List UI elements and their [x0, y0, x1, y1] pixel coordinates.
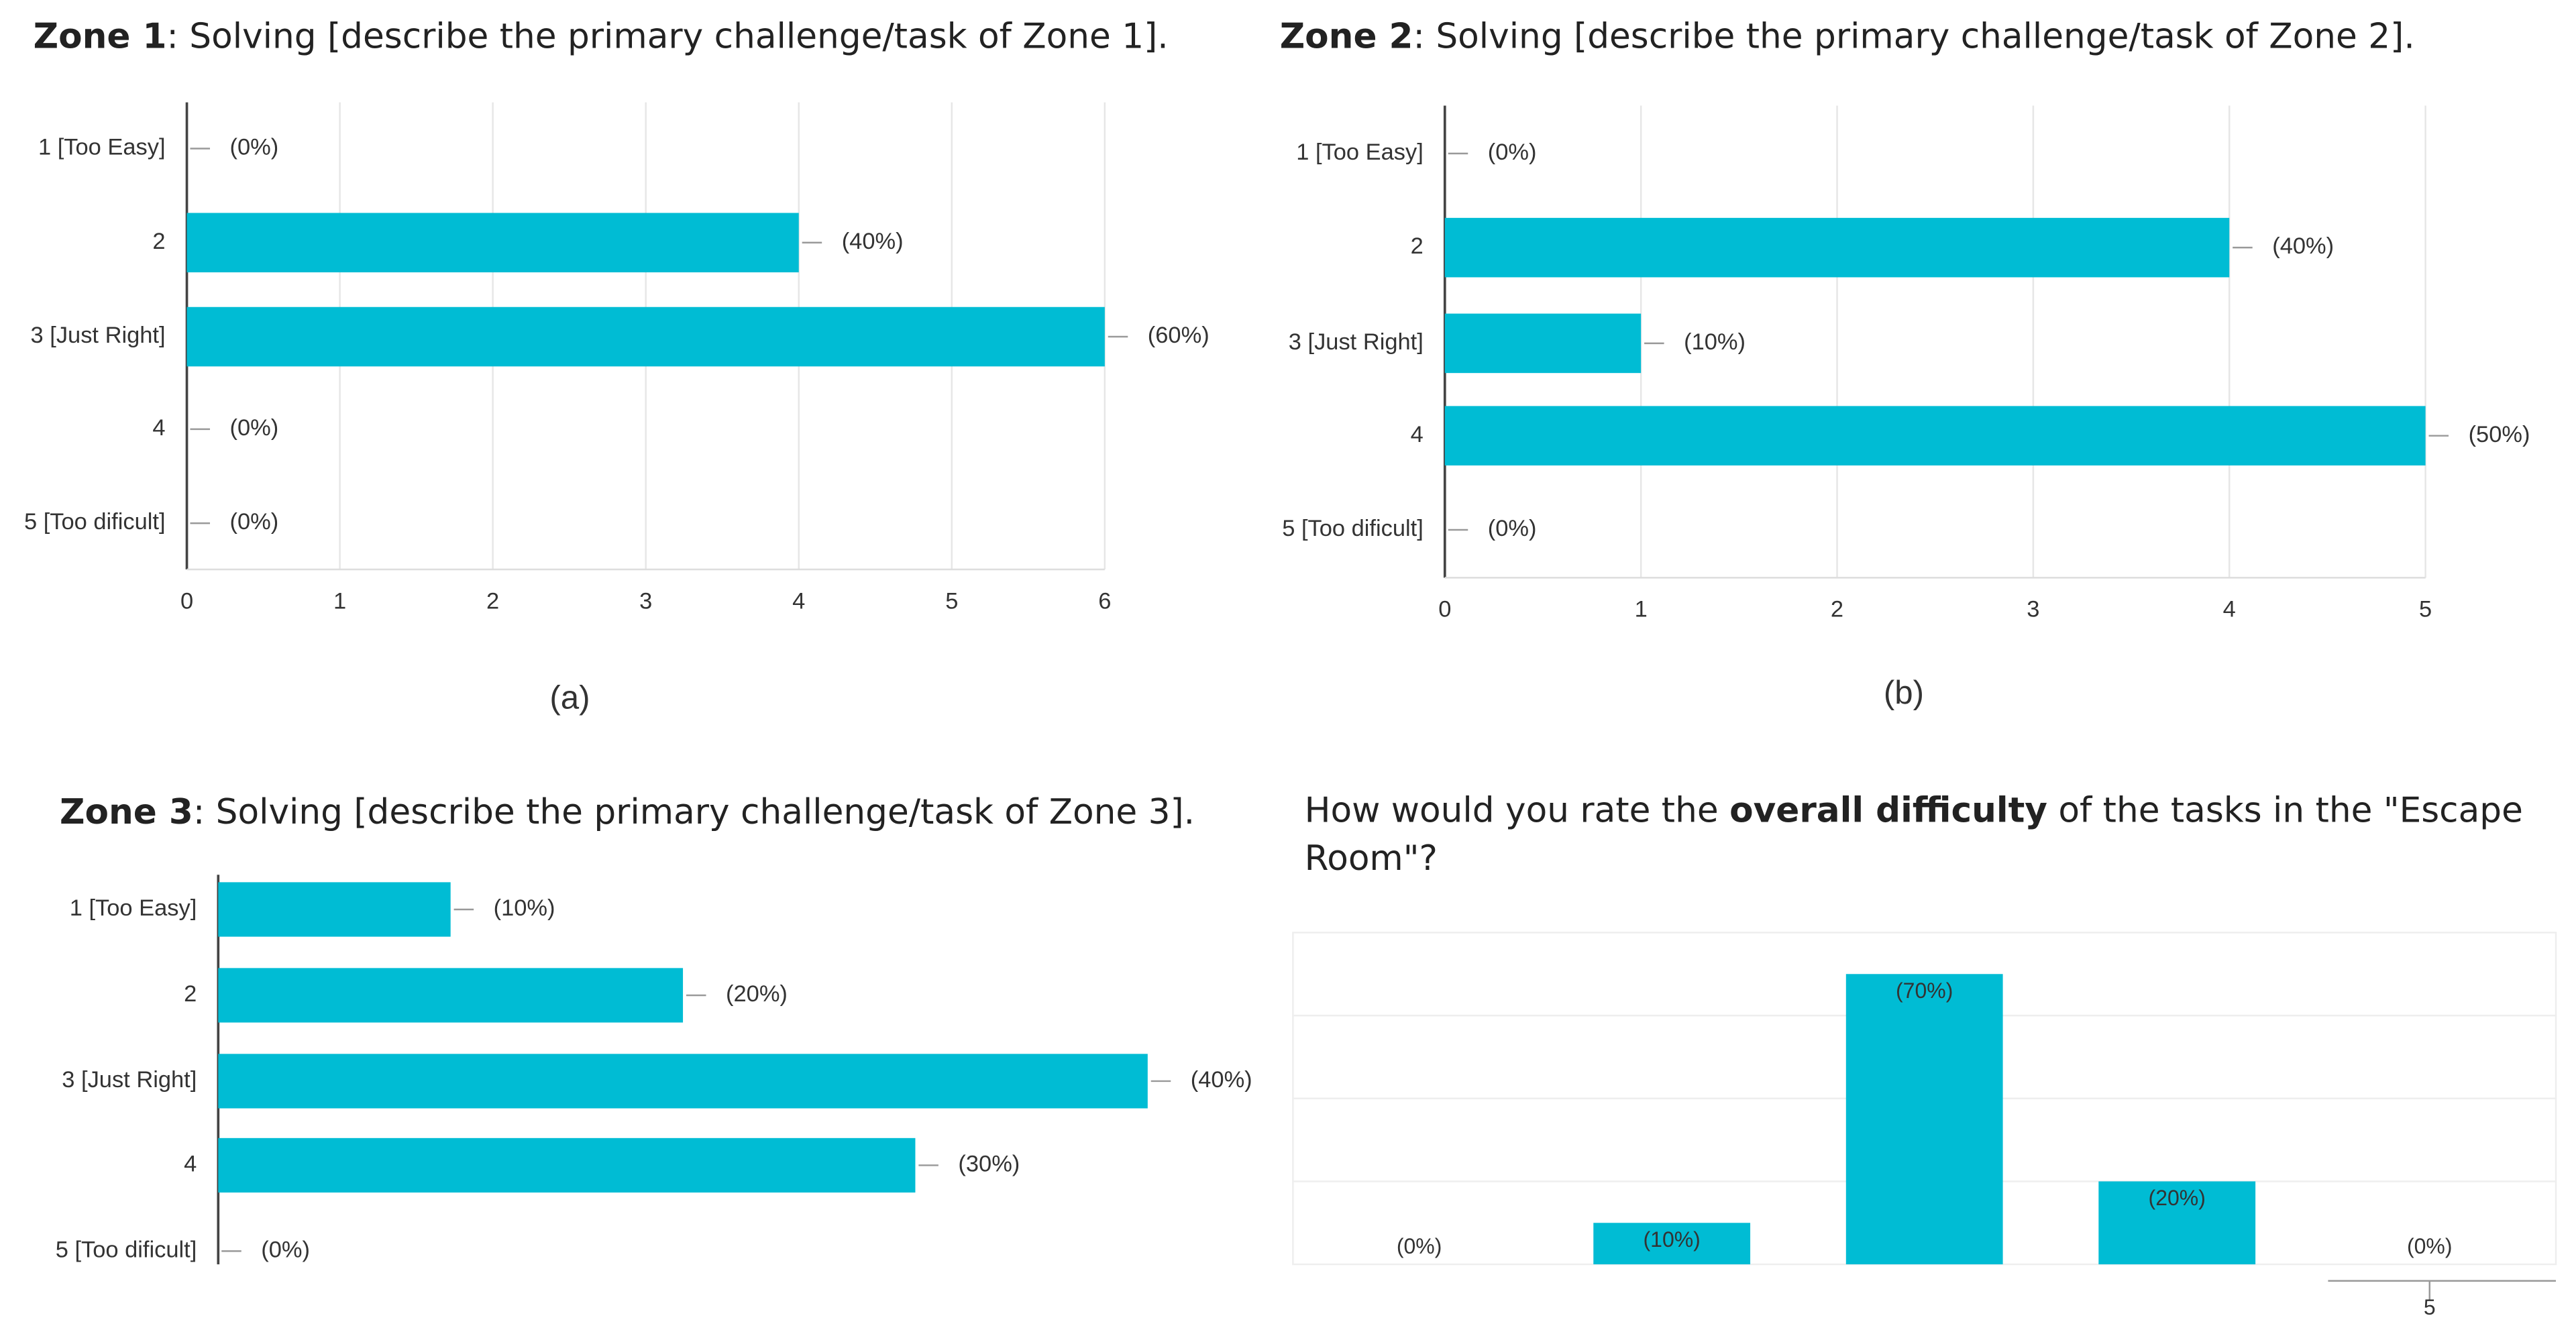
value-label: (20%): [2149, 1186, 2206, 1210]
x-tick-label: 0: [1438, 597, 1451, 622]
y-tick-label: 3 [Just Right]: [62, 1067, 197, 1093]
y-tick-label: 2: [184, 981, 197, 1007]
chart-title: Zone 2: Solving [describe the primary ch…: [1280, 13, 2534, 61]
title-part: overall difficulty: [1729, 790, 2048, 830]
x-tick-label: 5: [2419, 597, 2432, 622]
title-part: of the tasks in the "Escape Room"?: [1304, 790, 2523, 879]
y-tick-label: 2: [152, 229, 165, 254]
x-tick-label: 1: [1635, 597, 1648, 622]
value-label: (70%): [1896, 979, 1953, 1003]
x-tick-label: 6: [1098, 588, 1111, 614]
value-label: (0%): [1488, 516, 1537, 541]
bar: [186, 213, 799, 273]
title-box: How would you rate the overall difficult…: [1305, 787, 2543, 883]
bar: [218, 968, 684, 1023]
x-tick-label: 3: [2027, 597, 2039, 622]
y-tick-label: 1 [Too Easy]: [38, 135, 166, 160]
x-tick-label: 1: [333, 588, 346, 614]
title-part: Zone 3: [60, 792, 193, 832]
y-tick-label: 1 [Too Easy]: [1296, 140, 1424, 165]
title-part: Zone 1: [33, 16, 167, 56]
value-label: (10%): [1644, 1227, 1701, 1252]
title-box: Zone 3: Solving [describe the primary ch…: [60, 789, 1281, 836]
y-tick-label: 3 [Just Right]: [1289, 329, 1424, 355]
x-tick-label: 2: [486, 588, 499, 614]
bar: [2098, 1181, 2256, 1265]
chart-title: Zone 3: Solving [describe the primary ch…: [60, 789, 1281, 836]
y-tick-label: 4: [184, 1152, 197, 1177]
bar: [218, 1054, 1148, 1109]
value-label: (40%): [842, 229, 904, 254]
y-tick-label: 5 [Too dificult]: [56, 1237, 197, 1263]
y-tick-label: 5 [Too dificult]: [1282, 516, 1424, 541]
x-tick-label: 3: [639, 588, 652, 614]
value-label: (50%): [2469, 422, 2530, 447]
x-tick-label: 0: [180, 588, 193, 614]
bar: [1593, 1223, 1751, 1265]
x-tick-label: 2: [1831, 597, 1843, 622]
value-label: (0%): [230, 135, 279, 160]
bar: [186, 307, 1105, 367]
y-tick-label: 4: [152, 415, 165, 441]
value-label: (10%): [494, 895, 555, 921]
bar: [1845, 974, 2003, 1265]
plot: 1 [Too Easy] (10%) 2 (20%) 3 [Just Right] (40…: [56, 875, 1252, 1265]
value-label: (0%): [2407, 1234, 2453, 1258]
caption: (b): [1884, 674, 1924, 711]
plot: 0 1 2 3 4 5 6 1 [Too Easy] (0%) 2 (40%) 3 [Just Rig…: [24, 102, 1210, 614]
y-tick-label: 1 [Too Easy]: [70, 895, 197, 921]
value-label: (0%): [1397, 1234, 1442, 1258]
value-label: (0%): [230, 509, 279, 535]
y-tick-label: 3 [Just Right]: [31, 323, 166, 348]
value-label: (40%): [1191, 1067, 1252, 1093]
value-label: (10%): [1684, 329, 1746, 355]
bar: [218, 1137, 916, 1193]
bar: [1444, 406, 2426, 465]
value-label: (0%): [230, 415, 279, 441]
value-label: (0%): [1488, 140, 1537, 165]
bar: [1444, 217, 2230, 278]
x-tick-label: 4: [2223, 597, 2236, 622]
y-tick-label: 2: [1411, 233, 1424, 259]
x-tick-label: 5: [945, 588, 958, 614]
chart-title: Zone 1: Solving [describe the primary ch…: [34, 13, 1255, 61]
bar: [218, 882, 451, 937]
x-tick-label: 5: [2424, 1295, 2436, 1319]
bar: [1444, 313, 1642, 374]
title-part: : Solving [describe the primary challeng…: [193, 792, 1195, 832]
title-part: : Solving [describe the primary challeng…: [166, 16, 1169, 56]
value-label: (30%): [958, 1152, 1020, 1177]
caption: (a): [549, 679, 590, 716]
title-box: Zone 1: Solving [describe the primary ch…: [34, 13, 1255, 61]
title-part: How would you rate the: [1304, 790, 1730, 830]
y-tick-label: 5 [Too dificult]: [24, 509, 166, 535]
value-label: (40%): [2272, 233, 2334, 259]
chart-title: How would you rate the overall difficult…: [1305, 787, 2543, 883]
title-part: Zone 2: [1279, 16, 1413, 56]
value-label: (0%): [261, 1237, 310, 1263]
value-label: (20%): [726, 981, 788, 1007]
y-tick-label: 4: [1411, 422, 1424, 447]
plot: 0 1 2 3 4 5 1 [Too Easy] (0%) 2 (40%) 3 [Just Righ…: [1282, 105, 2530, 622]
plot: (0%) (10%) (70%) (20%) (0%) 5: [1292, 932, 2557, 1319]
title-part: : Solving [describe the primary challeng…: [1413, 16, 2415, 56]
title-box: Zone 2: Solving [describe the primary ch…: [1280, 13, 2534, 61]
value-label: (60%): [1148, 323, 1210, 348]
x-tick-label: 4: [792, 588, 805, 614]
